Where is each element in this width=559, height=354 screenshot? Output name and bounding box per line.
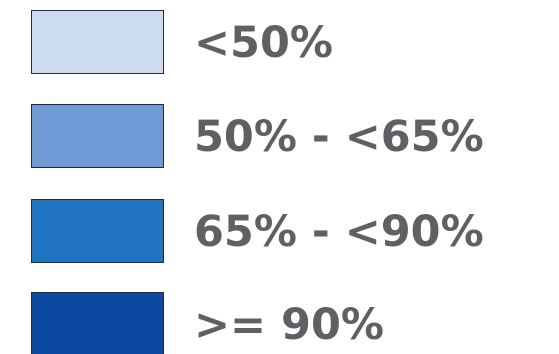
legend-swatch xyxy=(31,292,164,354)
legend-item-lt-50: <50% xyxy=(0,10,559,76)
legend-label: 65% - <90% xyxy=(194,207,484,257)
legend-label: >= 90% xyxy=(194,300,384,350)
legend-swatch xyxy=(31,104,164,168)
legend-swatch xyxy=(31,10,164,74)
legend-label: <50% xyxy=(194,18,333,68)
legend-item-gte-90: >= 90% xyxy=(0,292,559,354)
legend-label: 50% - <65% xyxy=(194,112,484,162)
legend-swatch xyxy=(31,199,164,263)
legend-item-50-65: 50% - <65% xyxy=(0,104,559,170)
legend-item-65-90: 65% - <90% xyxy=(0,199,559,265)
